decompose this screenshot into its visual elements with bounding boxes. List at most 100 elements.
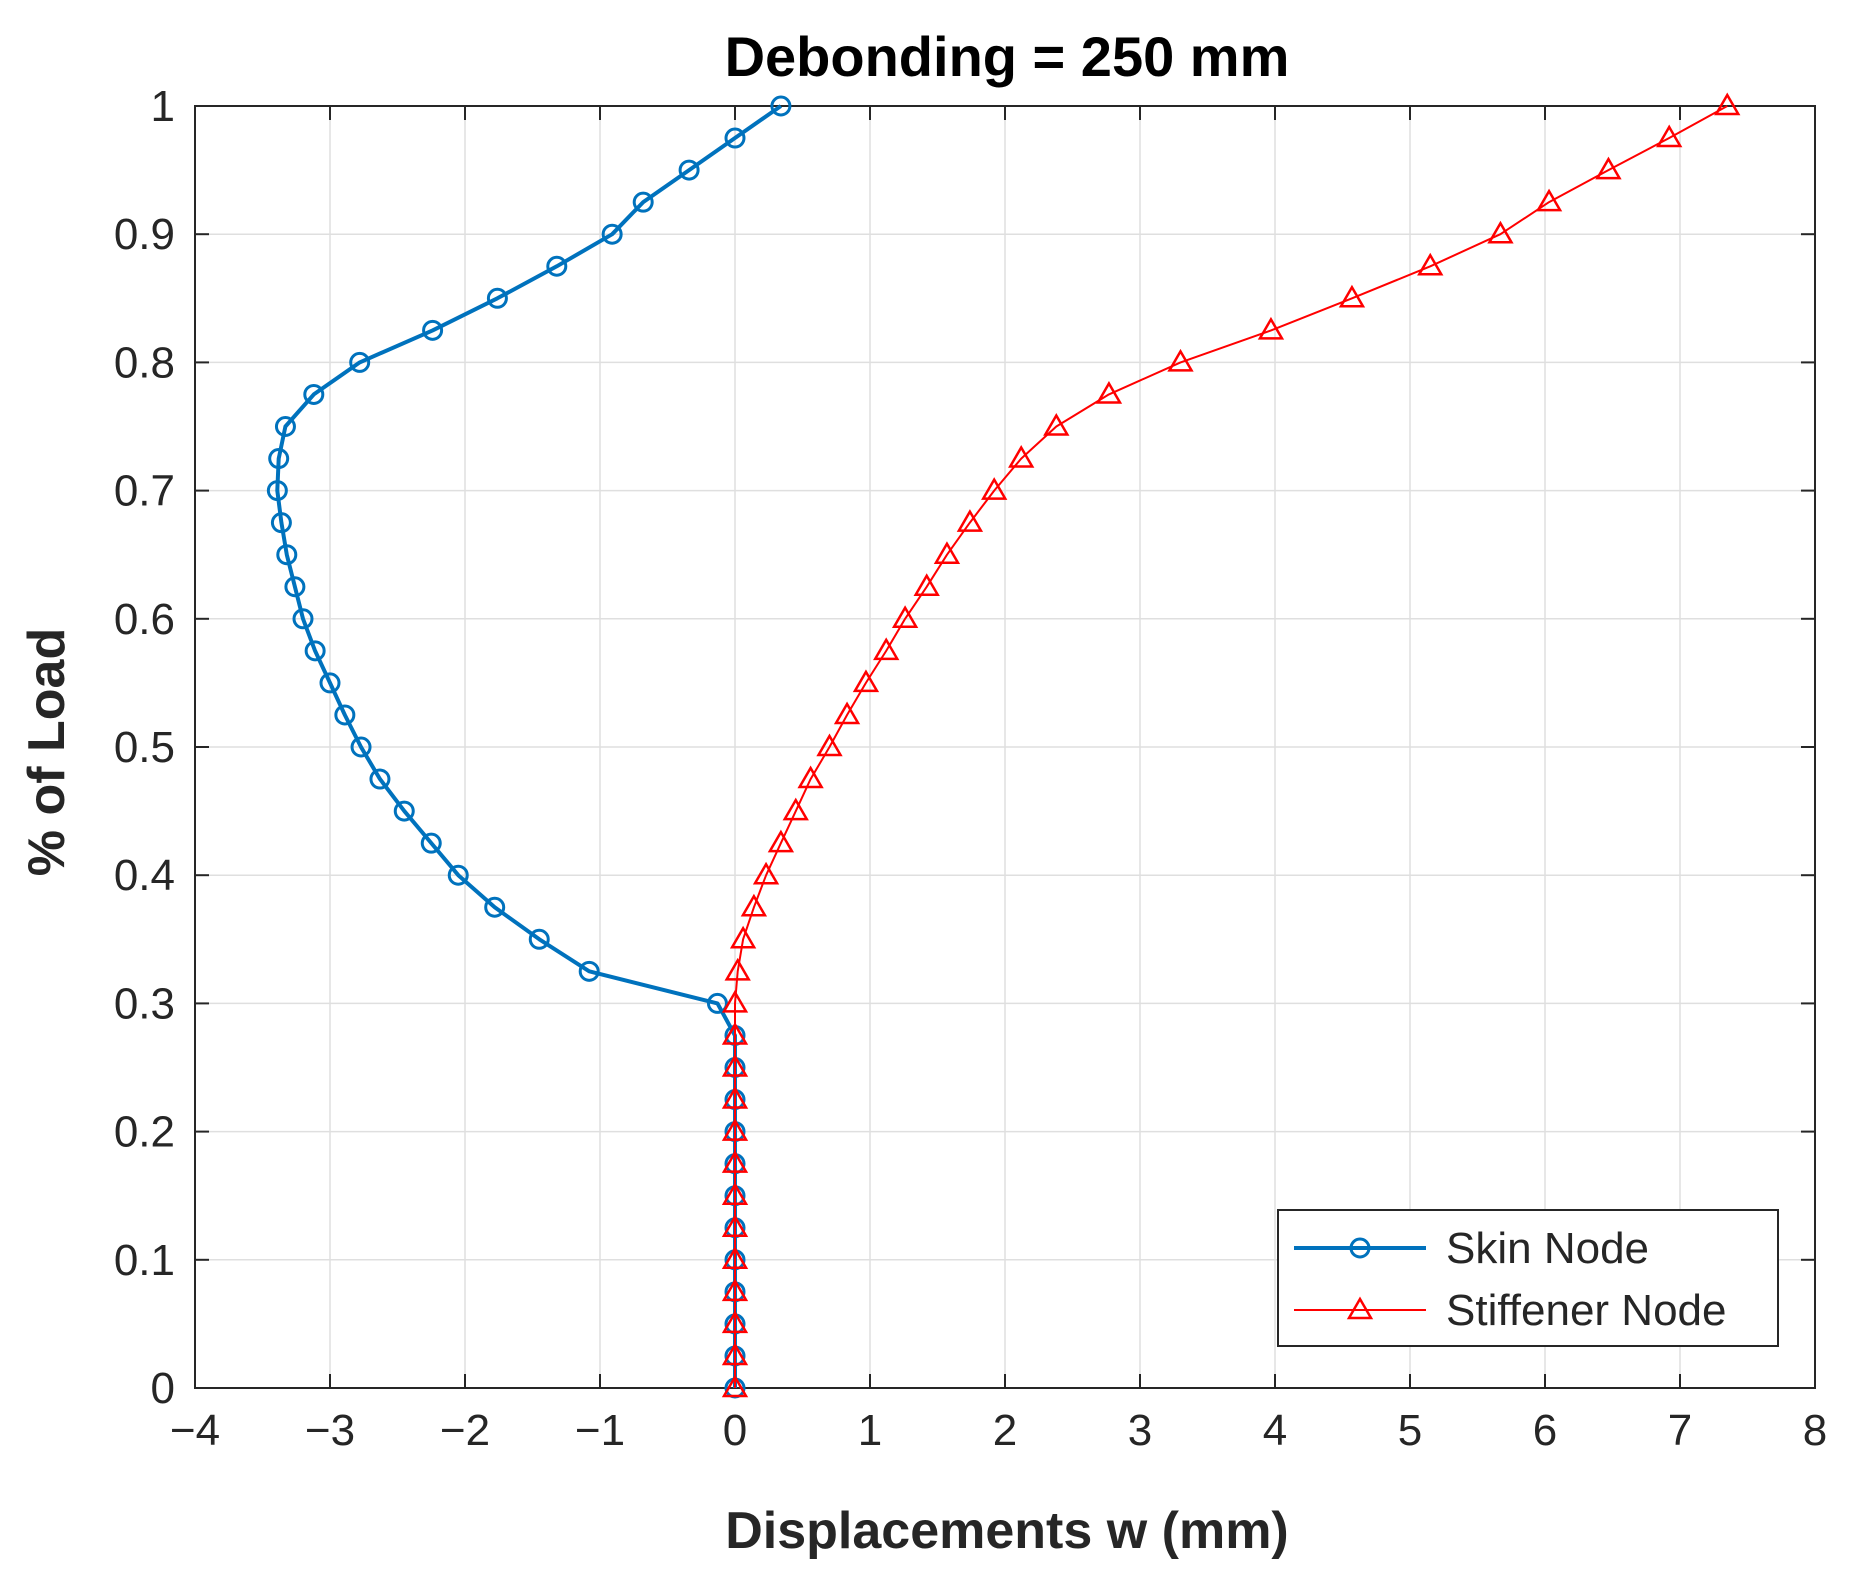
x-tick-label: 6	[1533, 1406, 1557, 1455]
y-tick-label: 0.3	[114, 979, 175, 1028]
point-stiffener-node	[913, 573, 940, 596]
point-stiffener-node	[721, 1342, 749, 1366]
point-stiffener-node	[740, 893, 768, 917]
point-stiffener-node	[981, 477, 1008, 500]
point-stiffener-node	[721, 1182, 749, 1205]
legend: Skin Node Stiffener Node	[1277, 1209, 1779, 1347]
x-tick-label: 2	[993, 1406, 1017, 1455]
y-tick-label: 0.2	[114, 1108, 175, 1157]
point-stiffener-node	[721, 1214, 749, 1237]
y-tick-label: 1	[151, 82, 175, 131]
x-tick-label: −3	[305, 1406, 355, 1455]
x-tick-label: 7	[1668, 1406, 1692, 1455]
point-stiffener-node	[1595, 156, 1622, 180]
point-stiffener-node	[721, 1246, 749, 1270]
point-skin-node	[304, 640, 326, 662]
point-stiffener-node	[797, 765, 824, 789]
x-tick-label: 4	[1263, 1406, 1287, 1455]
axis-ticks: −4 −3 −2 −1 0 1 2 3 4 5 6 7 8 0 0.1 0.2 0.3 0.4 0.5 0.6 0.7 0…	[114, 82, 1827, 1455]
point-stiffener-node	[1535, 188, 1563, 212]
x-tick-label: 1	[858, 1406, 882, 1455]
point-skin-node	[303, 383, 325, 405]
y-tick-label: 0.9	[114, 210, 175, 259]
series-stiffener-node	[721, 92, 1741, 1398]
point-stiffener-node	[721, 1310, 749, 1334]
point-skin-node	[528, 928, 550, 950]
point-skin-node	[349, 351, 371, 373]
x-tick-label: 3	[1128, 1406, 1152, 1455]
point-stiffener-node	[721, 1118, 749, 1141]
point-skin-node	[350, 736, 372, 758]
point-skin-node	[724, 127, 746, 149]
series	[266, 92, 1741, 1399]
point-stiffener-node	[1417, 252, 1444, 276]
point-skin-node	[334, 704, 356, 726]
y-tick-label: 0.1	[114, 1236, 175, 1285]
point-skin-node	[632, 191, 654, 213]
point-stiffener-node	[782, 797, 809, 821]
grid	[194, 105, 1816, 1389]
point-stiffener-node	[1338, 284, 1366, 308]
point-stiffener-node	[729, 925, 757, 949]
y-tick-label: 0.4	[114, 851, 175, 900]
point-stiffener-node	[721, 1086, 749, 1109]
point-skin-node	[678, 159, 700, 181]
point-stiffener-node	[1043, 413, 1070, 436]
point-skin-node	[274, 416, 296, 437]
x-tick-label: 5	[1398, 1406, 1422, 1455]
legend-box	[1277, 1209, 1779, 1347]
y-tick-label: 0.5	[114, 723, 175, 772]
point-skin-node	[484, 896, 506, 918]
x-tick-label: −1	[575, 1406, 625, 1455]
point-skin-node	[369, 768, 391, 790]
point-skin-node	[266, 480, 288, 502]
point-stiffener-node	[1487, 220, 1514, 244]
point-skin-node	[486, 287, 508, 309]
point-stiffener-node	[767, 829, 795, 853]
point-stiffener-node	[933, 541, 961, 564]
y-tick-label: 0.7	[114, 467, 175, 516]
point-stiffener-node	[721, 1278, 749, 1302]
point-skin-node	[422, 319, 444, 341]
point-stiffener-node	[1714, 92, 1741, 116]
x-tick-label: −4	[170, 1406, 220, 1455]
y-tick-label: 0.8	[114, 338, 175, 387]
point-skin-node	[284, 576, 306, 598]
point-skin-node	[770, 95, 792, 117]
point-stiffener-node	[891, 605, 919, 629]
legend-label-stiffener-node: Stiffener Node	[1446, 1286, 1726, 1335]
point-stiffener-node	[721, 1021, 749, 1045]
point-skin-node	[292, 608, 314, 630]
point-stiffener-node	[1008, 445, 1035, 468]
point-skin-node	[319, 672, 341, 694]
point-skin-node	[393, 800, 415, 822]
point-skin-node	[270, 512, 292, 534]
point-stiffener-node	[1167, 348, 1194, 372]
point-stiffener-node	[1095, 380, 1123, 404]
point-stiffener-node	[724, 957, 751, 981]
y-tick-label: 0	[151, 1364, 175, 1413]
point-stiffener-node	[873, 637, 900, 661]
legend-label-skin-node: Skin Node	[1446, 1224, 1649, 1273]
point-stiffener-node	[833, 701, 861, 725]
point-skin-node	[601, 223, 623, 245]
point-skin-node	[706, 992, 728, 1014]
point-stiffener-node	[816, 733, 843, 757]
point-stiffener-node	[752, 861, 780, 885]
point-stiffener-node	[852, 669, 880, 693]
point-skin-node	[268, 448, 290, 470]
point-stiffener-node	[1257, 316, 1285, 340]
x-tick-label: −2	[440, 1406, 490, 1455]
x-axis-title: Displacements w (mm)	[725, 1502, 1289, 1560]
point-stiffener-node	[721, 1150, 749, 1173]
point-stiffener-node	[956, 509, 984, 532]
point-stiffener-node	[1656, 124, 1683, 148]
point-stiffener-node	[721, 1054, 749, 1077]
chart-title: Debonding = 250 mm	[725, 25, 1290, 88]
point-skin-node	[420, 832, 442, 854]
point-stiffener-node	[721, 1374, 749, 1398]
legend-marker-skin-node	[1349, 1237, 1371, 1259]
series-line-stiffener-node	[734, 105, 1728, 1388]
y-axis-title: % of Load	[18, 628, 76, 876]
